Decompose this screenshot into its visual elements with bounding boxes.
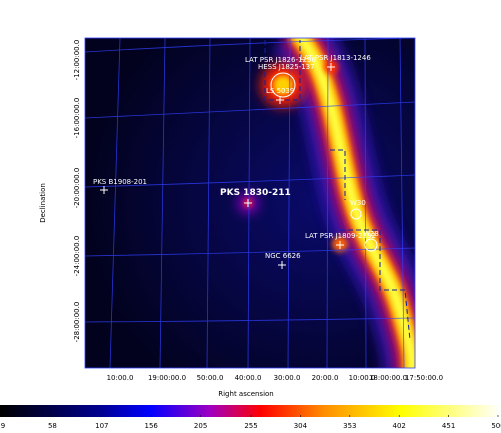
- colorbar-tick-label: 107: [95, 422, 108, 430]
- colorbar-tick-label: 353: [343, 422, 356, 430]
- x-tick-label: 40:00.0: [235, 374, 262, 382]
- source-label: LAT PSR J1813-1246: [300, 54, 371, 62]
- source-label: LAT PSR J1826-1256: [245, 56, 316, 64]
- colorbar-tick-label: 58: [48, 422, 57, 430]
- region-outline: [264, 40, 411, 341]
- colorbar-tick-label: 9: [1, 422, 5, 430]
- colorbar-tick-label: 205: [194, 422, 207, 430]
- y-axis-label: Declination: [39, 183, 47, 223]
- x-tick-label: 10:00.0: [107, 374, 134, 382]
- y-tick-label: -16:00:00.0: [73, 98, 81, 139]
- x-tick-label: 30:00.0: [274, 374, 301, 382]
- source-label: NGC 6626: [265, 252, 301, 260]
- colorbar-tick-label: 255: [244, 422, 257, 430]
- source-label: W30: [350, 199, 366, 207]
- source-label: W28: [363, 230, 379, 238]
- y-tick-label: -12:00:00.0: [73, 40, 81, 81]
- map-image: [85, 38, 415, 368]
- x-tick-label: 18:00:00.0: [369, 374, 407, 382]
- colorbar-tick-label: 451: [442, 422, 455, 430]
- colorbar-tick-label: 156: [145, 422, 159, 430]
- y-tick-label: -24:00:00.0: [73, 236, 81, 277]
- x-axis-label: Right ascension: [218, 390, 274, 398]
- y-tick-label: -20:00:00.0: [73, 168, 81, 209]
- colorbar: [0, 405, 501, 417]
- colorbar-tick-label: 304: [294, 422, 308, 430]
- x-tick-label: 17:50:00.0: [405, 374, 443, 382]
- source-label: LS 5039: [266, 87, 294, 95]
- x-tick-label: 20:00.0: [312, 374, 339, 382]
- source-label: PKS 1830-211: [220, 188, 291, 198]
- x-tick-label: 19:00:00.0: [148, 374, 186, 382]
- source-markers: [100, 63, 378, 269]
- x-tick-label: 10:00.0: [349, 374, 376, 382]
- y-tick-label: -28:00:00.0: [73, 302, 81, 343]
- colorbar-tick-label: 402: [393, 422, 406, 430]
- source-label: HESS J1825-137: [258, 63, 315, 71]
- x-tick-label: 50:00.0: [197, 374, 224, 382]
- source-label: PKS B1908-201: [93, 178, 147, 186]
- colorbar-tick-label: 500: [491, 422, 501, 430]
- source-label: LAT PSR J1809-2332: [305, 232, 376, 240]
- coordinate-grid: [85, 38, 415, 368]
- map-frame: [84, 37, 416, 369]
